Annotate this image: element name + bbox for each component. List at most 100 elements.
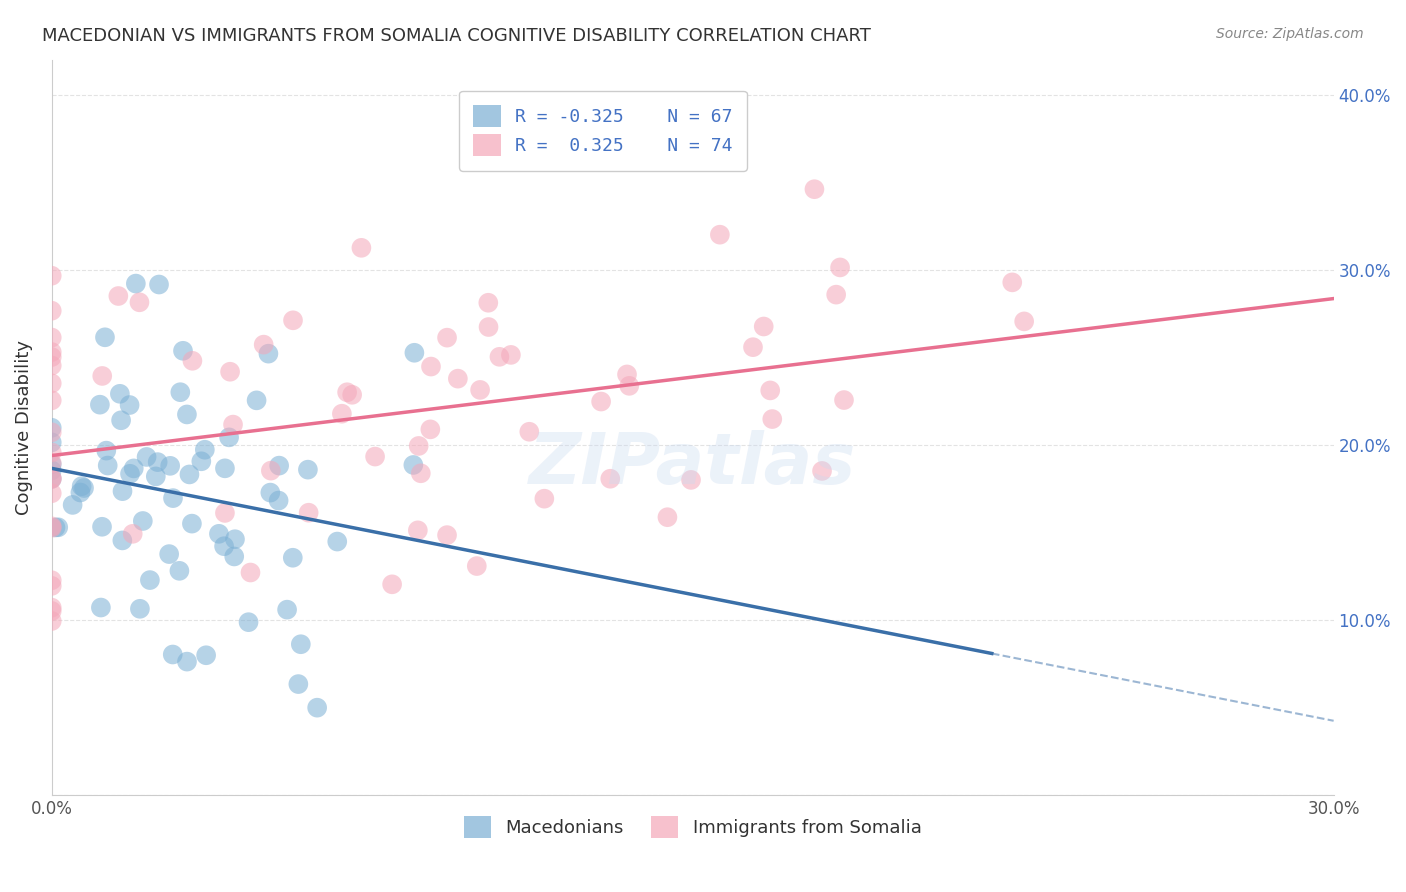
Point <box>245 393 267 408</box>
Point <box>41 330 63 344</box>
Point <box>420 359 443 374</box>
Point <box>218 430 240 444</box>
Point <box>194 442 217 457</box>
Point <box>41 519 63 533</box>
Point <box>269 458 291 473</box>
Point <box>307 700 329 714</box>
Point <box>41 573 63 587</box>
Point <box>214 506 236 520</box>
Point <box>259 485 281 500</box>
Point <box>406 524 429 538</box>
Point <box>41 521 63 535</box>
Point <box>157 547 180 561</box>
Point <box>350 241 373 255</box>
Point <box>97 458 120 473</box>
Point <box>1001 276 1024 290</box>
Point <box>41 425 63 440</box>
Point <box>298 506 321 520</box>
Point <box>499 348 522 362</box>
Point <box>260 464 283 478</box>
Point <box>340 388 363 402</box>
Point <box>759 384 782 398</box>
Point <box>599 472 621 486</box>
Point <box>159 458 181 473</box>
Point <box>267 493 290 508</box>
Point <box>108 386 131 401</box>
Point <box>90 600 112 615</box>
Point <box>118 467 141 481</box>
Point <box>41 445 63 459</box>
Point <box>336 385 359 400</box>
Point <box>219 365 242 379</box>
Point <box>517 425 540 439</box>
Point <box>135 450 157 464</box>
Legend: Macedonians, Immigrants from Somalia: Macedonians, Immigrants from Somalia <box>457 809 928 846</box>
Text: MACEDONIAN VS IMMIGRANTS FROM SOMALIA COGNITIVE DISABILITY CORRELATION CHART: MACEDONIAN VS IMMIGRANTS FROM SOMALIA CO… <box>42 27 872 45</box>
Point <box>253 337 276 351</box>
Point <box>239 566 262 580</box>
Point <box>404 345 426 359</box>
Point <box>811 464 834 478</box>
Point <box>41 435 63 450</box>
Y-axis label: Cognitive Disability: Cognitive Disability <box>15 340 32 515</box>
Point <box>96 443 118 458</box>
Point <box>803 182 825 196</box>
Point <box>41 393 63 408</box>
Point <box>73 481 96 495</box>
Point <box>41 579 63 593</box>
Point <box>330 407 353 421</box>
Point <box>436 528 458 542</box>
Point <box>172 343 194 358</box>
Point <box>224 549 246 564</box>
Point <box>111 533 134 548</box>
Point <box>41 458 63 472</box>
Point <box>761 412 783 426</box>
Point <box>41 456 63 470</box>
Point <box>326 534 349 549</box>
Point <box>381 577 404 591</box>
Point <box>364 450 387 464</box>
Point <box>94 330 117 344</box>
Point <box>62 498 84 512</box>
Point <box>41 471 63 485</box>
Point <box>212 539 235 553</box>
Point <box>190 454 212 468</box>
Point <box>41 614 63 628</box>
Point <box>46 520 69 534</box>
Point <box>176 408 198 422</box>
Point <box>41 268 63 283</box>
Point <box>169 385 191 400</box>
Point <box>402 458 425 472</box>
Point <box>162 648 184 662</box>
Point <box>238 615 260 630</box>
Text: Source: ZipAtlas.com: Source: ZipAtlas.com <box>1216 27 1364 41</box>
Point <box>41 472 63 486</box>
Point <box>832 392 855 407</box>
Point <box>121 526 143 541</box>
Point <box>111 484 134 499</box>
Point <box>224 532 246 546</box>
Point <box>110 413 132 427</box>
Point <box>145 469 167 483</box>
Point <box>41 345 63 359</box>
Point <box>139 573 162 587</box>
Point <box>752 319 775 334</box>
Point <box>162 491 184 505</box>
Point <box>436 331 458 345</box>
Point <box>125 277 148 291</box>
Point <box>146 455 169 469</box>
Point <box>447 371 470 385</box>
Point <box>488 350 510 364</box>
Point <box>419 422 441 436</box>
Point <box>41 463 63 477</box>
Point <box>465 559 488 574</box>
Point <box>222 417 245 432</box>
Point <box>107 289 129 303</box>
Point <box>477 295 499 310</box>
Point <box>70 479 93 493</box>
Point <box>41 604 63 618</box>
Point <box>41 472 63 486</box>
Point <box>214 461 236 475</box>
Point <box>825 287 848 301</box>
Point <box>679 473 702 487</box>
